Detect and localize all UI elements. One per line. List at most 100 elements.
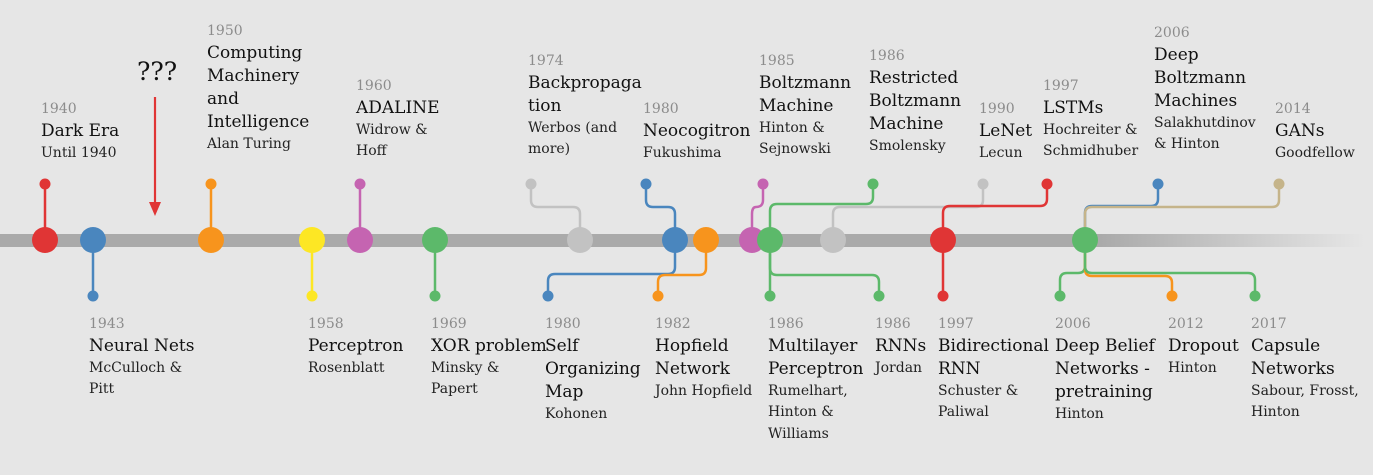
neural-nets-authors: McCulloch & Pitt <box>89 359 183 398</box>
rnns-authors: Jordan <box>875 359 923 376</box>
boltzmann-machine-year: 1985 <box>759 53 795 69</box>
gans-authors: Goodfellow <box>1275 144 1355 161</box>
neocogitron-label: 1980 Neocogitron Fukushima <box>643 101 750 164</box>
hopfield-network-connector <box>656 240 708 296</box>
neocogitron-year: 1980 <box>643 101 679 117</box>
deep-boltzmann-label: 2006 Deep Boltzmann Machines Salakhutdinov… <box>1154 25 1256 156</box>
dropout-title: Dropout <box>1168 335 1239 356</box>
hopfield-network-authors: John Hopfield <box>655 382 753 399</box>
gans-pin <box>1273 178 1285 190</box>
boltzmann-machine-title: Boltzmann Machine <box>759 72 852 116</box>
computing-machinery-title: Computing Machinery and Intelligence <box>207 42 310 132</box>
backpropagation-year: 1974 <box>528 53 564 69</box>
perceptron-authors: Rosenblatt <box>308 359 385 376</box>
self-organizing-map-connector <box>546 240 677 296</box>
dropout-label: 2012 Dropout Hinton <box>1168 316 1239 379</box>
deep-boltzmann-authors: Salakhutdinov & Hinton <box>1154 114 1256 153</box>
lenet-pin <box>977 178 989 190</box>
xor-problem-year: 1969 <box>431 316 467 332</box>
capsule-networks-authors: Sabour, Frosst, Hinton <box>1251 382 1359 421</box>
timeline-bar-fade <box>1100 234 1365 247</box>
backpropagation-pin <box>525 178 537 190</box>
capsule-networks-year: 2017 <box>1251 316 1287 332</box>
deep-boltzmann-title: Deep Boltzmann Machines <box>1154 44 1247 111</box>
xor-problem-pin <box>429 290 441 302</box>
deep-belief-networks-year: 2006 <box>1055 316 1091 332</box>
neural-nets-label: 1943 Neural Nets McCulloch & Pitt <box>89 316 194 401</box>
node-2006-plus <box>1072 227 1098 253</box>
boltzmann-machine-authors: Hinton & Sejnowski <box>759 119 831 158</box>
rnns-pin <box>873 290 885 302</box>
capsule-networks-pin <box>1249 290 1261 302</box>
self-organizing-map-title: Self Organizing Map <box>545 335 641 402</box>
lstms-authors: Hochreiter & Schmidhuber <box>1043 121 1139 160</box>
dropout-authors: Hinton <box>1168 359 1217 376</box>
adaline-label: 1960 ADALINE Widrow & Hoff <box>356 78 439 163</box>
node-1969-xor <box>422 227 448 253</box>
restricted-boltzmann-title: Restricted Boltzmann Machine <box>869 67 962 134</box>
deep-boltzmann-pin <box>1152 178 1164 190</box>
dark-era-label: 1940 Dark Era Until 1940 <box>41 101 119 164</box>
node-1980-neocogitron-som <box>662 227 688 253</box>
deep-boltzmann-year: 2006 <box>1154 25 1190 41</box>
capsule-networks-label: 2017 Capsule Networks Sabour, Frosst, Hint… <box>1251 316 1359 424</box>
adaline-title: ADALINE <box>356 97 440 118</box>
gans-title: GANs <box>1275 120 1325 141</box>
neural-nets-year: 1943 <box>89 316 125 332</box>
lstms-title: LSTMs <box>1043 97 1104 118</box>
computing-machinery-authors: Alan Turing <box>207 135 291 152</box>
bidirectional-rnn-title: Bidirectional RNN <box>938 335 1049 379</box>
hopfield-network-pin <box>652 290 664 302</box>
self-organizing-map-pin <box>542 290 554 302</box>
dropout-year: 2012 <box>1168 316 1204 332</box>
node-1950-turing <box>198 227 224 253</box>
restricted-boltzmann-year: 1986 <box>869 48 905 64</box>
perceptron-label: 1958 Perceptron Rosenblatt <box>308 316 403 379</box>
node-1997-lstm-birnn <box>930 227 956 253</box>
hopfield-network-title: Hopfield Network <box>655 335 730 379</box>
unknown-era-arrow-head <box>149 202 161 216</box>
dark-era-title: Dark Era <box>41 120 120 141</box>
lenet-label: 1990 LeNet Lecun <box>979 101 1032 164</box>
multilayer-perceptron-label: 1986 Multilayer Perceptron Rumelhart, Hint… <box>768 316 863 446</box>
perceptron-year: 1958 <box>308 316 344 332</box>
xor-problem-title: XOR problem <box>431 335 547 356</box>
lenet-connector <box>831 184 985 240</box>
rnns-connector <box>768 240 881 296</box>
deep-belief-networks-title: Deep Belief Networks - pretraining <box>1055 335 1155 402</box>
dropout-connector <box>1083 240 1174 296</box>
node-1986-mlp-rbm-rnn <box>757 227 783 253</box>
xor-problem-label: 1969 XOR problem Minsky & Papert <box>431 316 547 401</box>
restricted-boltzmann-authors: Smolensky <box>869 137 946 154</box>
neural-nets-pin <box>87 290 99 302</box>
rnns-label: 1986 RNNs Jordan <box>875 316 926 379</box>
lenet-year: 1990 <box>979 101 1015 117</box>
perceptron-pin <box>306 290 318 302</box>
computing-machinery-pin <box>205 178 217 190</box>
node-1958-perceptron <box>299 227 325 253</box>
dropout-pin <box>1166 290 1178 302</box>
bidirectional-rnn-pin <box>937 290 949 302</box>
node-1982-hopfield <box>693 227 719 253</box>
lstms-label: 1997 LSTMs Hochreiter & Schmidhuber <box>1043 78 1138 163</box>
restricted-boltzmann-label: 1986 Restricted Boltzmann Machine Smolensk… <box>869 48 961 157</box>
self-organizing-map-year: 1980 <box>545 316 581 332</box>
multilayer-perceptron-title: Multilayer Perceptron <box>768 335 864 379</box>
capsule-networks-connector <box>1083 240 1257 296</box>
node-1990-lenet <box>820 227 846 253</box>
gans-year: 2014 <box>1275 101 1311 117</box>
node-1985-boltzmann <box>739 227 765 253</box>
self-organizing-map-label: 1980 Self Organizing Map Kohonen <box>545 316 641 425</box>
boltzmann-machine-pin <box>757 178 769 190</box>
node-1940-dark-era <box>32 227 58 253</box>
restricted-boltzmann-pin <box>867 178 879 190</box>
gans-label: 2014 GANs Goodfellow <box>1275 101 1355 164</box>
deep-belief-networks-label: 2006 Deep Belief Networks - pretraining Hi… <box>1055 316 1155 425</box>
neocogitron-connector <box>644 184 677 240</box>
adaline-pin <box>354 178 366 190</box>
node-1960-adaline <box>347 227 373 253</box>
bidirectional-rnn-year: 1997 <box>938 316 974 332</box>
lstms-pin <box>1041 178 1053 190</box>
computing-machinery-label: 1950 Computing Machinery and Intelligence… <box>207 23 309 155</box>
